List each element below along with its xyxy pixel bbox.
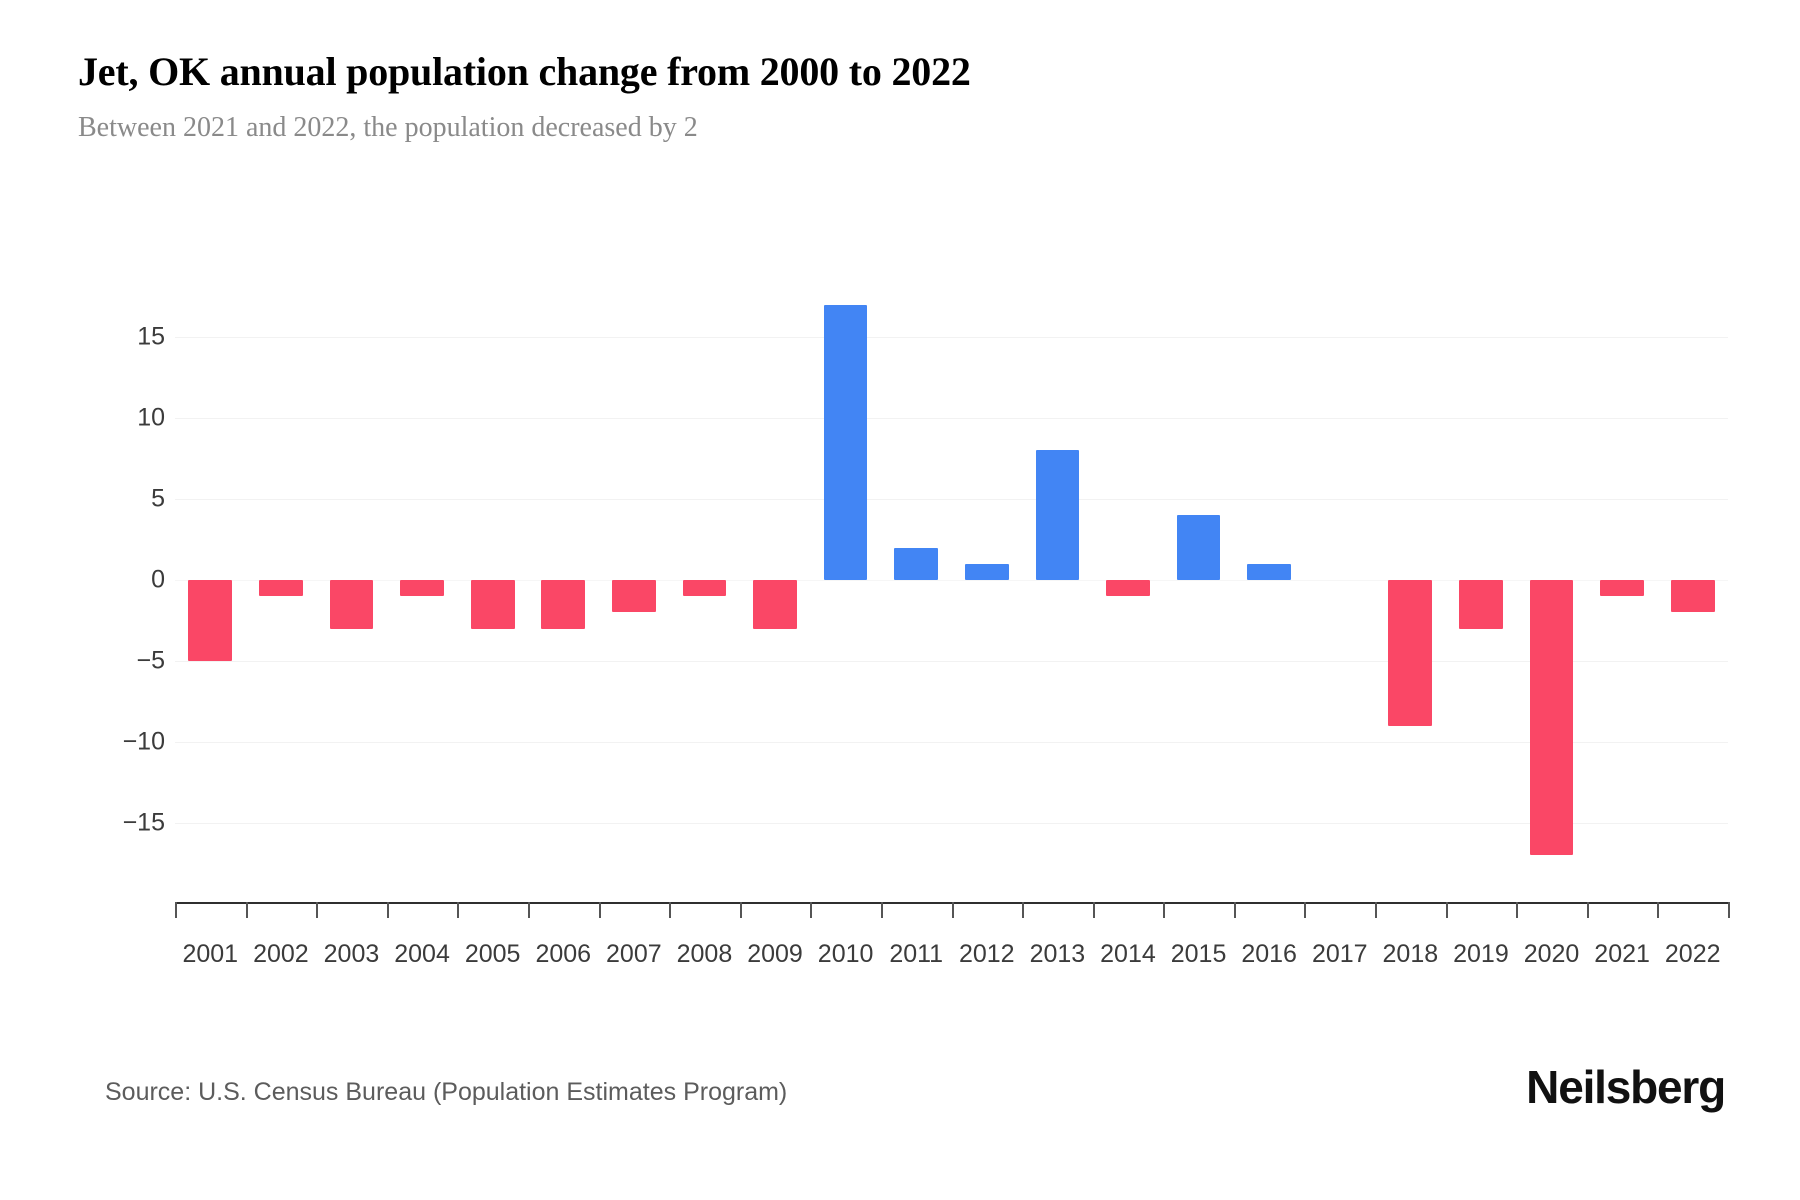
bar[interactable] [1106, 580, 1150, 597]
x-axis-tick-label: 2007 [606, 940, 662, 968]
x-axis-tick-label: 2011 [889, 940, 944, 968]
chart-title: Jet, OK annual population change from 20… [78, 49, 971, 94]
x-axis-tick-label: 2022 [1664, 940, 1721, 968]
x-axis-tick [739, 902, 742, 918]
x-axis-tick [1163, 902, 1166, 918]
x-axis-tick-label: 2018 [1382, 940, 1439, 968]
y-axis-tick-label: −10 [122, 727, 165, 756]
x-axis-tick [245, 902, 248, 918]
x-axis-tick-label: 2015 [1170, 940, 1227, 968]
gridline [175, 742, 1728, 743]
x-axis-tick-label: 2004 [394, 940, 450, 968]
x-axis-tick [1586, 902, 1589, 918]
x-axis-tick [1022, 902, 1025, 918]
x-axis-tick-label: 2006 [535, 940, 592, 968]
x-axis-tick-label: 2009 [747, 940, 803, 968]
x-axis-tick [810, 902, 813, 918]
x-axis-tick [316, 902, 319, 918]
bar[interactable] [188, 580, 233, 661]
x-axis-tick-label: 2002 [253, 940, 309, 968]
chart-header: Jet, OK annual population change from 20… [78, 49, 1678, 144]
x-axis-tick [527, 902, 530, 918]
x-axis-tick-label: 2003 [323, 940, 380, 968]
bar[interactable] [1529, 580, 1574, 856]
x-axis-tick [1657, 902, 1660, 918]
y-axis-tick-label: 0 [151, 565, 165, 594]
chart-subtitle: Between 2021 and 2022, the population de… [78, 111, 698, 143]
x-axis-tick [457, 902, 460, 918]
gridline [175, 337, 1728, 338]
bar[interactable] [682, 580, 727, 597]
bar[interactable] [1035, 450, 1080, 580]
x-axis-tick-label: 2013 [1029, 940, 1086, 968]
x-axis-tick-label: 2016 [1241, 940, 1297, 968]
bar[interactable] [1176, 515, 1221, 580]
x-axis-tick [1233, 902, 1236, 918]
y-axis-tick-label: 15 [137, 322, 165, 351]
bar[interactable] [470, 580, 515, 629]
y-axis-tick-label: −15 [122, 808, 165, 837]
x-axis-tick-label: 2010 [817, 940, 874, 968]
x-axis-tick-label: 2020 [1523, 940, 1580, 968]
bar[interactable] [1670, 580, 1715, 613]
bar[interactable] [1247, 563, 1292, 580]
bar[interactable] [964, 563, 1009, 580]
bar[interactable] [400, 580, 444, 597]
x-axis-tick [951, 902, 954, 918]
x-axis-tick-label: 2017 [1311, 940, 1368, 968]
x-axis-tick [1092, 902, 1095, 918]
y-axis-tick-label: −5 [136, 646, 165, 675]
bar[interactable] [259, 580, 303, 597]
gridline [175, 499, 1728, 500]
bar[interactable] [1388, 580, 1433, 726]
bar[interactable] [329, 580, 374, 629]
y-axis-tick-label: 10 [137, 403, 165, 432]
x-axis-tick [598, 902, 601, 918]
gridline [175, 661, 1728, 662]
x-axis-tick-label: 2008 [676, 940, 733, 968]
bar[interactable] [1459, 580, 1503, 629]
y-axis-tick-label: 5 [151, 484, 165, 513]
x-axis-tick-label: 2019 [1453, 940, 1509, 968]
x-axis-tick-label: 2001 [182, 940, 239, 968]
bar[interactable] [1600, 580, 1644, 597]
bar[interactable] [541, 580, 586, 629]
zero-gridline [175, 580, 1728, 581]
gridline [175, 418, 1728, 419]
brand-logo: Neilsberg [1526, 1061, 1726, 1113]
x-axis-tick [1304, 902, 1307, 918]
x-axis-tick [1375, 902, 1378, 918]
x-axis-tick [175, 902, 177, 918]
bar[interactable] [823, 304, 868, 580]
x-axis-tick-label: 2014 [1100, 940, 1156, 968]
x-axis-tick-label: 2012 [958, 940, 1015, 968]
x-axis-tick [1728, 902, 1730, 918]
x-axis-tick [669, 902, 672, 918]
gridline [175, 823, 1728, 824]
x-axis-tick [1516, 902, 1519, 918]
bar[interactable] [894, 547, 939, 580]
x-axis-tick-label: 2005 [464, 940, 521, 968]
bar[interactable] [611, 580, 656, 613]
x-axis-tick-label: 2021 [1594, 940, 1650, 968]
x-axis-tick [386, 902, 389, 918]
bar[interactable] [753, 580, 797, 629]
x-axis-tick [880, 902, 883, 918]
x-axis-tick [1445, 902, 1448, 918]
source-attribution: Source: U.S. Census Bureau (Population E… [105, 1078, 788, 1106]
